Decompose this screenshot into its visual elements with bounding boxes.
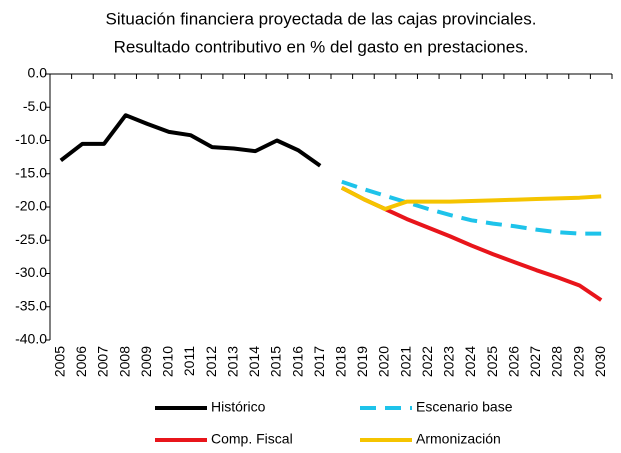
y-tick-label: -20.0: [15, 198, 47, 214]
x-tick-label: 2024: [462, 346, 478, 377]
x-tick-label: 2010: [160, 346, 176, 377]
y-tick-label: -30.0: [15, 264, 47, 280]
y-tick-label: -40.0: [15, 331, 47, 347]
x-tick-label: 2017: [311, 346, 327, 377]
series-line: [341, 179, 602, 236]
y-tick-label: -35.0: [15, 297, 47, 313]
legend-label: Armonización: [416, 431, 501, 447]
chart-subtitle: Resultado contributivo en % del gasto en…: [114, 37, 529, 56]
x-tick-label: 2007: [95, 346, 111, 377]
x-tick-label: 2006: [73, 346, 89, 377]
series-line: [340, 185, 602, 211]
x-tick-label: 2013: [224, 346, 240, 377]
legend-label: Histórico: [211, 399, 266, 415]
y-tick-label: -15.0: [15, 164, 47, 180]
y-tick-label: -10.0: [15, 131, 47, 147]
x-tick-label: 2029: [570, 346, 586, 377]
x-tick-label: 2008: [116, 346, 132, 377]
x-tick-label: 2022: [419, 346, 435, 377]
series-line: [340, 185, 603, 302]
x-tick-label: 2026: [505, 346, 521, 377]
x-tick-label: 2025: [484, 346, 500, 377]
y-tick-label: -5.0: [23, 98, 47, 114]
x-tick-label: 2005: [52, 346, 68, 377]
legend-label: Comp. Fiscal: [211, 431, 293, 447]
x-tick-label: 2020: [376, 346, 392, 377]
chart-title: Situación financiera proyectada de las c…: [106, 9, 537, 28]
x-tick-label: 2014: [246, 346, 262, 377]
x-tick-label: 2011: [181, 346, 197, 376]
x-tick-label: 2021: [397, 346, 413, 377]
x-tick-label: 2030: [592, 346, 608, 377]
y-tick-label: 0.0: [28, 65, 48, 81]
y-tick-label: -25.0: [15, 231, 47, 247]
series-line: [59, 113, 322, 168]
x-tick-label: 2027: [527, 346, 543, 377]
x-tick-label: 2012: [203, 346, 219, 377]
x-tick-label: 2023: [441, 346, 457, 377]
x-tick-label: 2015: [268, 346, 284, 377]
x-tick-label: 2016: [289, 346, 305, 377]
x-tick-label: 2009: [138, 346, 154, 377]
legend-label: Escenario base: [416, 399, 513, 415]
x-tick-label: 2019: [354, 346, 370, 377]
x-tick-label: 2028: [549, 346, 565, 377]
x-tick-label: 2018: [333, 346, 349, 377]
